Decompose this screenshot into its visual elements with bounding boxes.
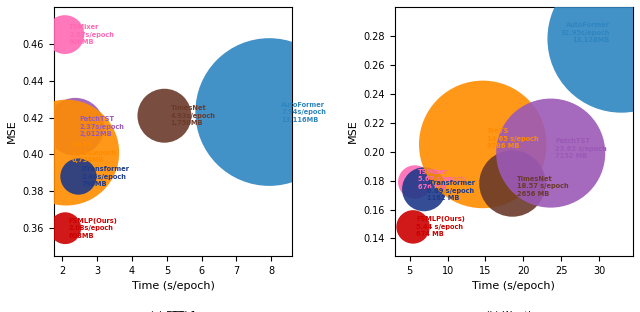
Point (477, 142, 488, 147)
Text: PatchTST
23.62 s/epoch
7152 MB: PatchTST 23.62 s/epoch 7152 MB (556, 138, 607, 159)
Text: AutoFormer
7.94s/epoch
13,116MB: AutoFormer 7.94s/epoch 13,116MB (282, 101, 326, 123)
Point (61, 150, 72, 155)
Text: PatchTST
2.37s/epoch
2,012MB: PatchTST 2.37s/epoch 2,012MB (80, 116, 125, 137)
Point (410, 179, 420, 184)
Text: TimesNet
18.57 s/epoch
2656 MB: TimesNet 18.57 s/epoch 2656 MB (517, 176, 568, 197)
X-axis label: Time (s/epoch): Time (s/epoch) (131, 281, 214, 291)
Text: FreTS
14.65 s/epoch
9786 MB: FreTS 14.65 s/epoch 9786 MB (487, 128, 539, 149)
Point (419, 187, 429, 192)
Text: (b) Weather: (b) Weather (484, 311, 543, 312)
Point (408, 224, 418, 229)
Text: FSMLP(Ours)
5.44 s/epoch
674 MB: FSMLP(Ours) 5.44 s/epoch 674 MB (416, 217, 465, 237)
Text: FSMLP(Ours)
2.08s/epoch
608MB: FSMLP(Ours) 2.08s/epoch 608MB (68, 218, 118, 239)
Point (159, 113, 170, 118)
Text: TimesNet
4.93s/epoch
1,750MB: TimesNet 4.93s/epoch 1,750MB (171, 105, 216, 126)
Text: AutoFormer
32.95s/epoch
13,128MB: AutoFormer 32.95s/epoch 13,128MB (561, 22, 610, 43)
Point (264, 110, 275, 115)
Point (60, 226, 70, 231)
Point (60, 32, 70, 37)
Text: (a) ETTh1: (a) ETTh1 (149, 311, 196, 312)
Point (508, 181, 518, 186)
Point (616, 36, 627, 41)
Point (70, 124, 81, 129)
X-axis label: Time (s/epoch): Time (s/epoch) (472, 281, 556, 291)
Point (74, 174, 84, 179)
Text: iTransformer
6.89 s/epoch
1162 MB: iTransformer 6.89 s/epoch 1162 MB (427, 180, 475, 201)
Text: iTransformer
2.46s/epoch
790MB: iTransformer 2.46s/epoch 790MB (82, 166, 130, 187)
Y-axis label: MSE: MSE (348, 119, 358, 143)
Point (545, 151, 556, 156)
Text: FreTS
2.11s/epoch
6,734MB: FreTS 2.11s/epoch 6,734MB (71, 142, 116, 163)
Y-axis label: MSE: MSE (7, 119, 17, 143)
Text: TSMixer
5.67 s/epoch
676 MB: TSMixer 5.67 s/epoch 676 MB (418, 169, 465, 190)
Text: TSMixer
2.07s/epoch
906MB: TSMixer 2.07s/epoch 906MB (69, 24, 114, 45)
